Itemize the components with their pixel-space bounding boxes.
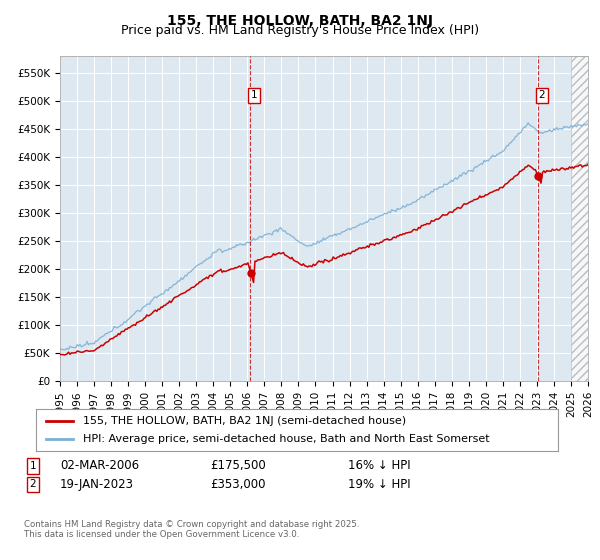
Text: 16% ↓ HPI: 16% ↓ HPI — [348, 459, 410, 473]
Text: £353,000: £353,000 — [210, 478, 265, 491]
Bar — [571, 56, 596, 381]
Text: Price paid vs. HM Land Registry's House Price Index (HPI): Price paid vs. HM Land Registry's House … — [121, 24, 479, 36]
Text: 19% ↓ HPI: 19% ↓ HPI — [348, 478, 410, 491]
Text: 155, THE HOLLOW, BATH, BA2 1NJ (semi-detached house): 155, THE HOLLOW, BATH, BA2 1NJ (semi-det… — [83, 416, 406, 426]
Text: 19-JAN-2023: 19-JAN-2023 — [60, 478, 134, 491]
Text: 2: 2 — [539, 90, 545, 100]
Text: £175,500: £175,500 — [210, 459, 266, 473]
Text: 155, THE HOLLOW, BATH, BA2 1NJ: 155, THE HOLLOW, BATH, BA2 1NJ — [167, 14, 433, 28]
Text: 1: 1 — [29, 461, 37, 471]
Text: 02-MAR-2006: 02-MAR-2006 — [60, 459, 139, 473]
Text: Contains HM Land Registry data © Crown copyright and database right 2025.
This d: Contains HM Land Registry data © Crown c… — [24, 520, 359, 539]
Text: HPI: Average price, semi-detached house, Bath and North East Somerset: HPI: Average price, semi-detached house,… — [83, 434, 490, 444]
Text: 1: 1 — [251, 90, 258, 100]
Bar — [571, 56, 596, 381]
Text: 2: 2 — [29, 479, 37, 489]
